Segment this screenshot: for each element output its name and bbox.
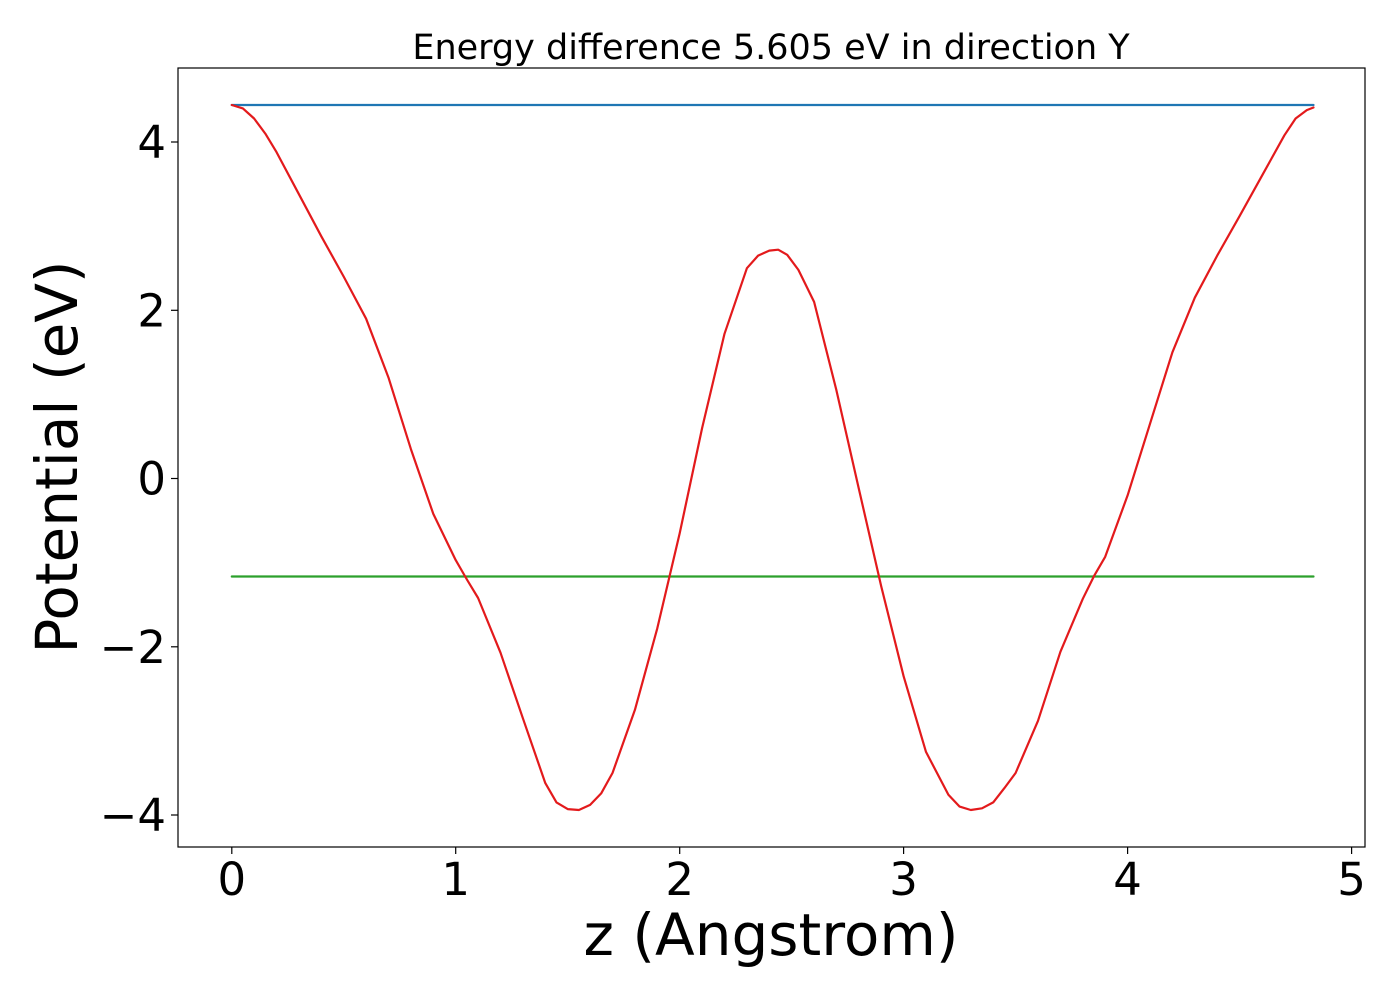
y-tick-label: −4 bbox=[100, 789, 166, 842]
y-tick-label: 2 bbox=[137, 284, 166, 337]
x-tick-label: 4 bbox=[1113, 853, 1142, 906]
y-tick-label: 4 bbox=[137, 116, 166, 169]
potential-curve-red bbox=[230, 103, 1315, 812]
y-axis-title: Potential (eV) bbox=[23, 260, 91, 653]
x-tick-label: 2 bbox=[665, 853, 694, 906]
x-tick-label: 5 bbox=[1337, 853, 1366, 906]
y-tick-label: 0 bbox=[137, 453, 166, 506]
x-tick-label: 3 bbox=[889, 853, 918, 906]
x-tick-label: 1 bbox=[441, 853, 470, 906]
ticks-layer: 0 1 2 3 4 5 −4 −2 0 2 4 bbox=[100, 116, 1366, 906]
y-tick-label: −2 bbox=[100, 621, 166, 674]
series-layer bbox=[230, 103, 1315, 812]
plot-area-frame bbox=[177, 67, 1366, 848]
chart-title: Energy difference 5.605 eV in direction … bbox=[412, 28, 1130, 68]
x-axis-title: z (Angstrom) bbox=[584, 901, 959, 969]
x-tick-label: 0 bbox=[217, 853, 246, 906]
